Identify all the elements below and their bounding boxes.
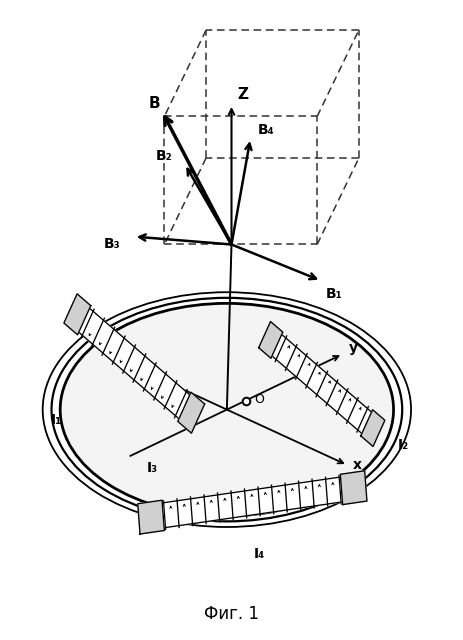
- Polygon shape: [150, 476, 355, 529]
- Polygon shape: [72, 302, 197, 425]
- Text: B₁: B₁: [326, 287, 343, 301]
- Text: I₂: I₂: [397, 438, 408, 452]
- Text: B₄: B₄: [257, 124, 274, 138]
- Text: y: y: [349, 341, 357, 355]
- Polygon shape: [138, 500, 164, 534]
- Text: B: B: [148, 96, 160, 111]
- Polygon shape: [340, 471, 367, 504]
- Text: x: x: [353, 458, 362, 472]
- Polygon shape: [361, 410, 385, 447]
- Polygon shape: [266, 329, 378, 439]
- Ellipse shape: [62, 305, 392, 515]
- Text: I₃: I₃: [147, 461, 158, 476]
- Text: B₃: B₃: [104, 237, 121, 252]
- Polygon shape: [259, 321, 283, 358]
- Text: Z: Z: [238, 87, 249, 102]
- Polygon shape: [64, 294, 91, 335]
- Text: I₄: I₄: [254, 547, 265, 561]
- Text: O: O: [255, 393, 264, 406]
- Text: I₁: I₁: [51, 413, 62, 427]
- Text: Фиг. 1: Фиг. 1: [204, 605, 259, 623]
- Text: B₂: B₂: [156, 149, 173, 163]
- Polygon shape: [178, 392, 205, 433]
